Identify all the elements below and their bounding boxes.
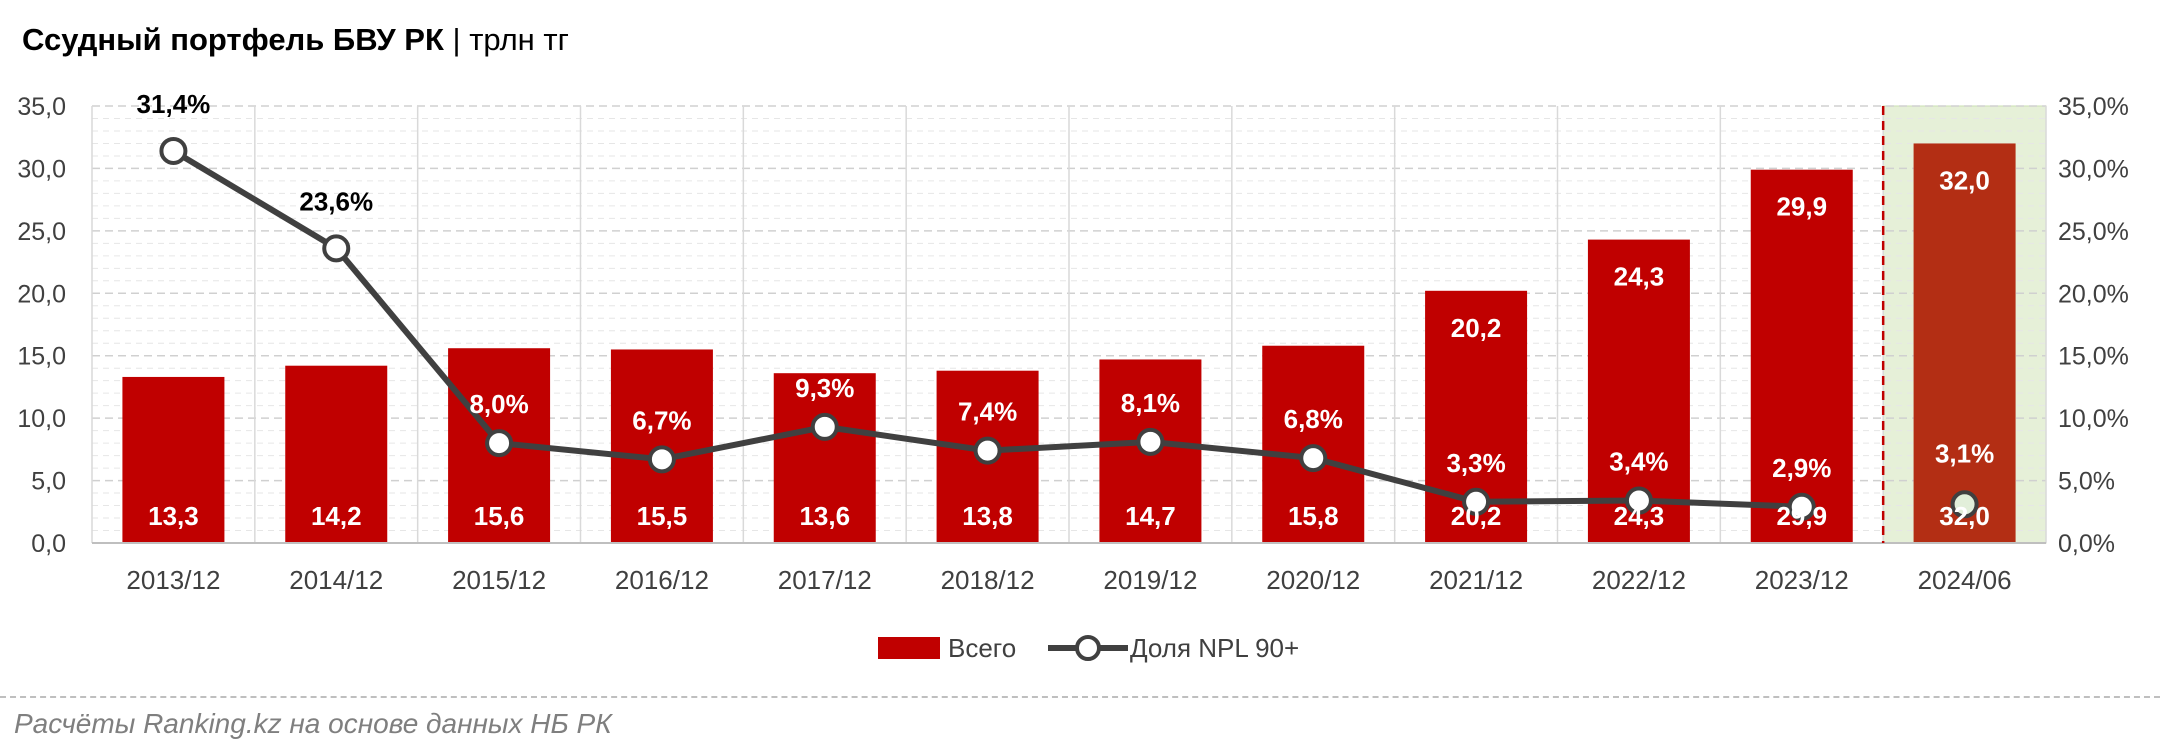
left-axis-tick-label: 25,0	[17, 218, 66, 246]
bar-2024/06	[1913, 143, 2016, 543]
bar-value-label: 32,0	[1939, 501, 1990, 531]
x-axis-tick-label: 2023/12	[1755, 565, 1849, 595]
npl-point-2022/12	[1624, 486, 1653, 515]
bar-value-label: 13,8	[962, 501, 1013, 531]
bar-value-label: 14,7	[1125, 501, 1176, 531]
bar-value-label: 15,6	[474, 501, 525, 531]
source-note: Расчёты Ranking.kz на основе данных НБ Р…	[14, 708, 612, 739]
right-axis-tick-label: 10,0%	[2058, 405, 2129, 433]
bar-value-label: 13,3	[148, 501, 199, 531]
npl-value-label: 8,1%	[1121, 388, 1180, 418]
right-axis-tick-label: 30,0%	[2058, 155, 2129, 183]
x-axis-tick-label: 2022/12	[1592, 565, 1686, 595]
left-axis-tick-label: 20,0	[17, 280, 66, 308]
npl-value-label: 3,3%	[1446, 448, 1505, 478]
npl-point-2015/12	[485, 429, 514, 458]
legend: Всего Доля NPL 90+	[878, 633, 1299, 663]
x-axis-tick-label: 2016/12	[615, 565, 709, 595]
legend-marker	[1075, 635, 1101, 661]
npl-value-label: 8,0%	[469, 389, 528, 419]
left-axis-tick-label: 5,0	[31, 468, 66, 496]
npl-value-label: 6,8%	[1284, 404, 1343, 434]
bar-top-value-label: 20,2	[1451, 313, 1502, 343]
bar-value-label: 24,3	[1614, 501, 1665, 531]
x-axis-tick-label: 2018/12	[941, 565, 1035, 595]
right-axis-tick-label: 5,0%	[2058, 468, 2115, 496]
x-axis-tick-label: 2020/12	[1266, 565, 1360, 595]
npl-point-2017/12	[810, 412, 839, 441]
source-divider	[0, 696, 2160, 698]
npl-value-label: 31,4%	[137, 89, 211, 119]
npl-point-2013/12	[159, 136, 188, 165]
right-axis-tick-label: 0,0%	[2058, 530, 2115, 558]
bar-value-label: 20,2	[1451, 501, 1502, 531]
npl-point-2023/12	[1787, 492, 1816, 521]
left-axis-tick-label: 10,0	[17, 405, 66, 433]
npl-value-label: 9,3%	[795, 373, 854, 403]
bar-2014/12	[285, 365, 388, 543]
x-axis-tick-label: 2013/12	[126, 565, 220, 595]
chart-title-main: Ссудный портфель БВУ РК	[22, 22, 444, 57]
npl-value-label: 2,9%	[1772, 453, 1831, 483]
npl-value-label: 23,6%	[299, 186, 373, 216]
x-axis-tick-label: 2019/12	[1103, 565, 1197, 595]
bar-value-label: 14,2	[311, 501, 362, 531]
legend-label-bar: Всего	[948, 633, 1016, 663]
bar-2023/12	[1750, 169, 1853, 544]
npl-point-2020/12	[1299, 444, 1328, 473]
npl-value-label: 3,4%	[1609, 447, 1668, 477]
bar-value-label: 29,9	[1776, 501, 1827, 531]
bar-2017/12	[773, 373, 876, 543]
left-axis-tick-label: 15,0	[17, 343, 66, 371]
npl-point-2024/06	[1950, 490, 1979, 519]
combo-chart: 0,0 5,0 10,0 15,0 20,0 25,0 30,0 35,0 0,0% 5,0% 10…	[17, 89, 2129, 663]
x-axis-tick-label: 2024/06	[1918, 565, 2012, 595]
left-axis-tick-label: 0,0	[31, 530, 66, 558]
x-axis-tick-label: 2017/12	[778, 565, 872, 595]
legend-label-line: Доля NPL 90+	[1130, 633, 1299, 663]
npl-value-label: 3,1%	[1935, 438, 1994, 468]
bar-top-value-label: 29,9	[1776, 192, 1827, 222]
bar-value-label: 15,5	[637, 501, 688, 531]
bar-value-label: 13,6	[799, 501, 850, 531]
bar-top-value-label: 32,0	[1939, 165, 1990, 195]
npl-value-label: 7,4%	[958, 397, 1017, 427]
chart-title-unit: трлн тг	[469, 22, 569, 57]
x-axis-tick-label: 2015/12	[452, 565, 546, 595]
npl-point-2019/12	[1136, 427, 1165, 456]
npl-point-2021/12	[1462, 487, 1491, 516]
bar-2013/12	[122, 376, 225, 543]
right-axis-tick-label: 25,0%	[2058, 218, 2129, 246]
x-axis-tick-label: 2021/12	[1429, 565, 1523, 595]
right-axis-tick-label: 35,0%	[2058, 93, 2129, 121]
npl-point-2016/12	[647, 445, 676, 474]
npl-point-2018/12	[973, 436, 1002, 465]
left-axis-tick-label: 35,0	[17, 93, 66, 121]
left-axis-tick-label: 30,0	[17, 155, 66, 183]
npl-point-2014/12	[322, 234, 351, 263]
right-axis-tick-label: 15,0%	[2058, 343, 2129, 371]
bar-value-label: 15,8	[1288, 501, 1339, 531]
chart-title: Ссудный портфель БВУ РК | трлн тг	[22, 22, 569, 58]
bar-top-value-label: 24,3	[1614, 262, 1665, 292]
x-axis-tick-label: 2014/12	[289, 565, 383, 595]
chart-title-separator: |	[452, 22, 461, 57]
npl-value-label: 6,7%	[632, 405, 691, 435]
legend-swatch-bar	[878, 637, 940, 659]
right-axis-tick-label: 20,0%	[2058, 280, 2129, 308]
